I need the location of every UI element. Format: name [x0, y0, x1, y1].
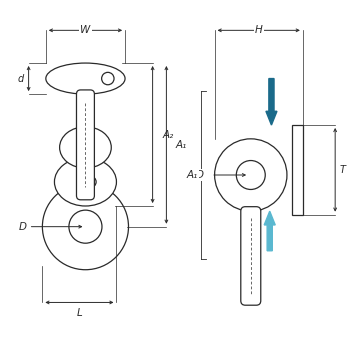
FancyArrow shape — [264, 211, 275, 251]
Circle shape — [102, 72, 114, 85]
Text: H: H — [255, 25, 262, 35]
Ellipse shape — [60, 127, 111, 168]
Circle shape — [69, 210, 102, 243]
Text: A₂: A₂ — [162, 130, 174, 140]
Bar — [292, 125, 303, 215]
Text: d: d — [18, 74, 24, 84]
Text: A₁: A₁ — [187, 170, 198, 180]
Text: D: D — [19, 222, 27, 232]
Text: A₁: A₁ — [175, 140, 187, 150]
Circle shape — [85, 176, 96, 187]
Circle shape — [42, 184, 128, 270]
Ellipse shape — [55, 158, 117, 206]
Text: T: T — [340, 165, 346, 175]
Circle shape — [236, 161, 265, 189]
Text: D: D — [196, 170, 204, 180]
FancyBboxPatch shape — [77, 90, 95, 200]
Circle shape — [215, 139, 287, 211]
Text: W: W — [80, 25, 91, 35]
Ellipse shape — [46, 63, 125, 94]
FancyArrow shape — [266, 78, 277, 125]
Text: L: L — [77, 308, 82, 318]
FancyBboxPatch shape — [241, 207, 261, 305]
